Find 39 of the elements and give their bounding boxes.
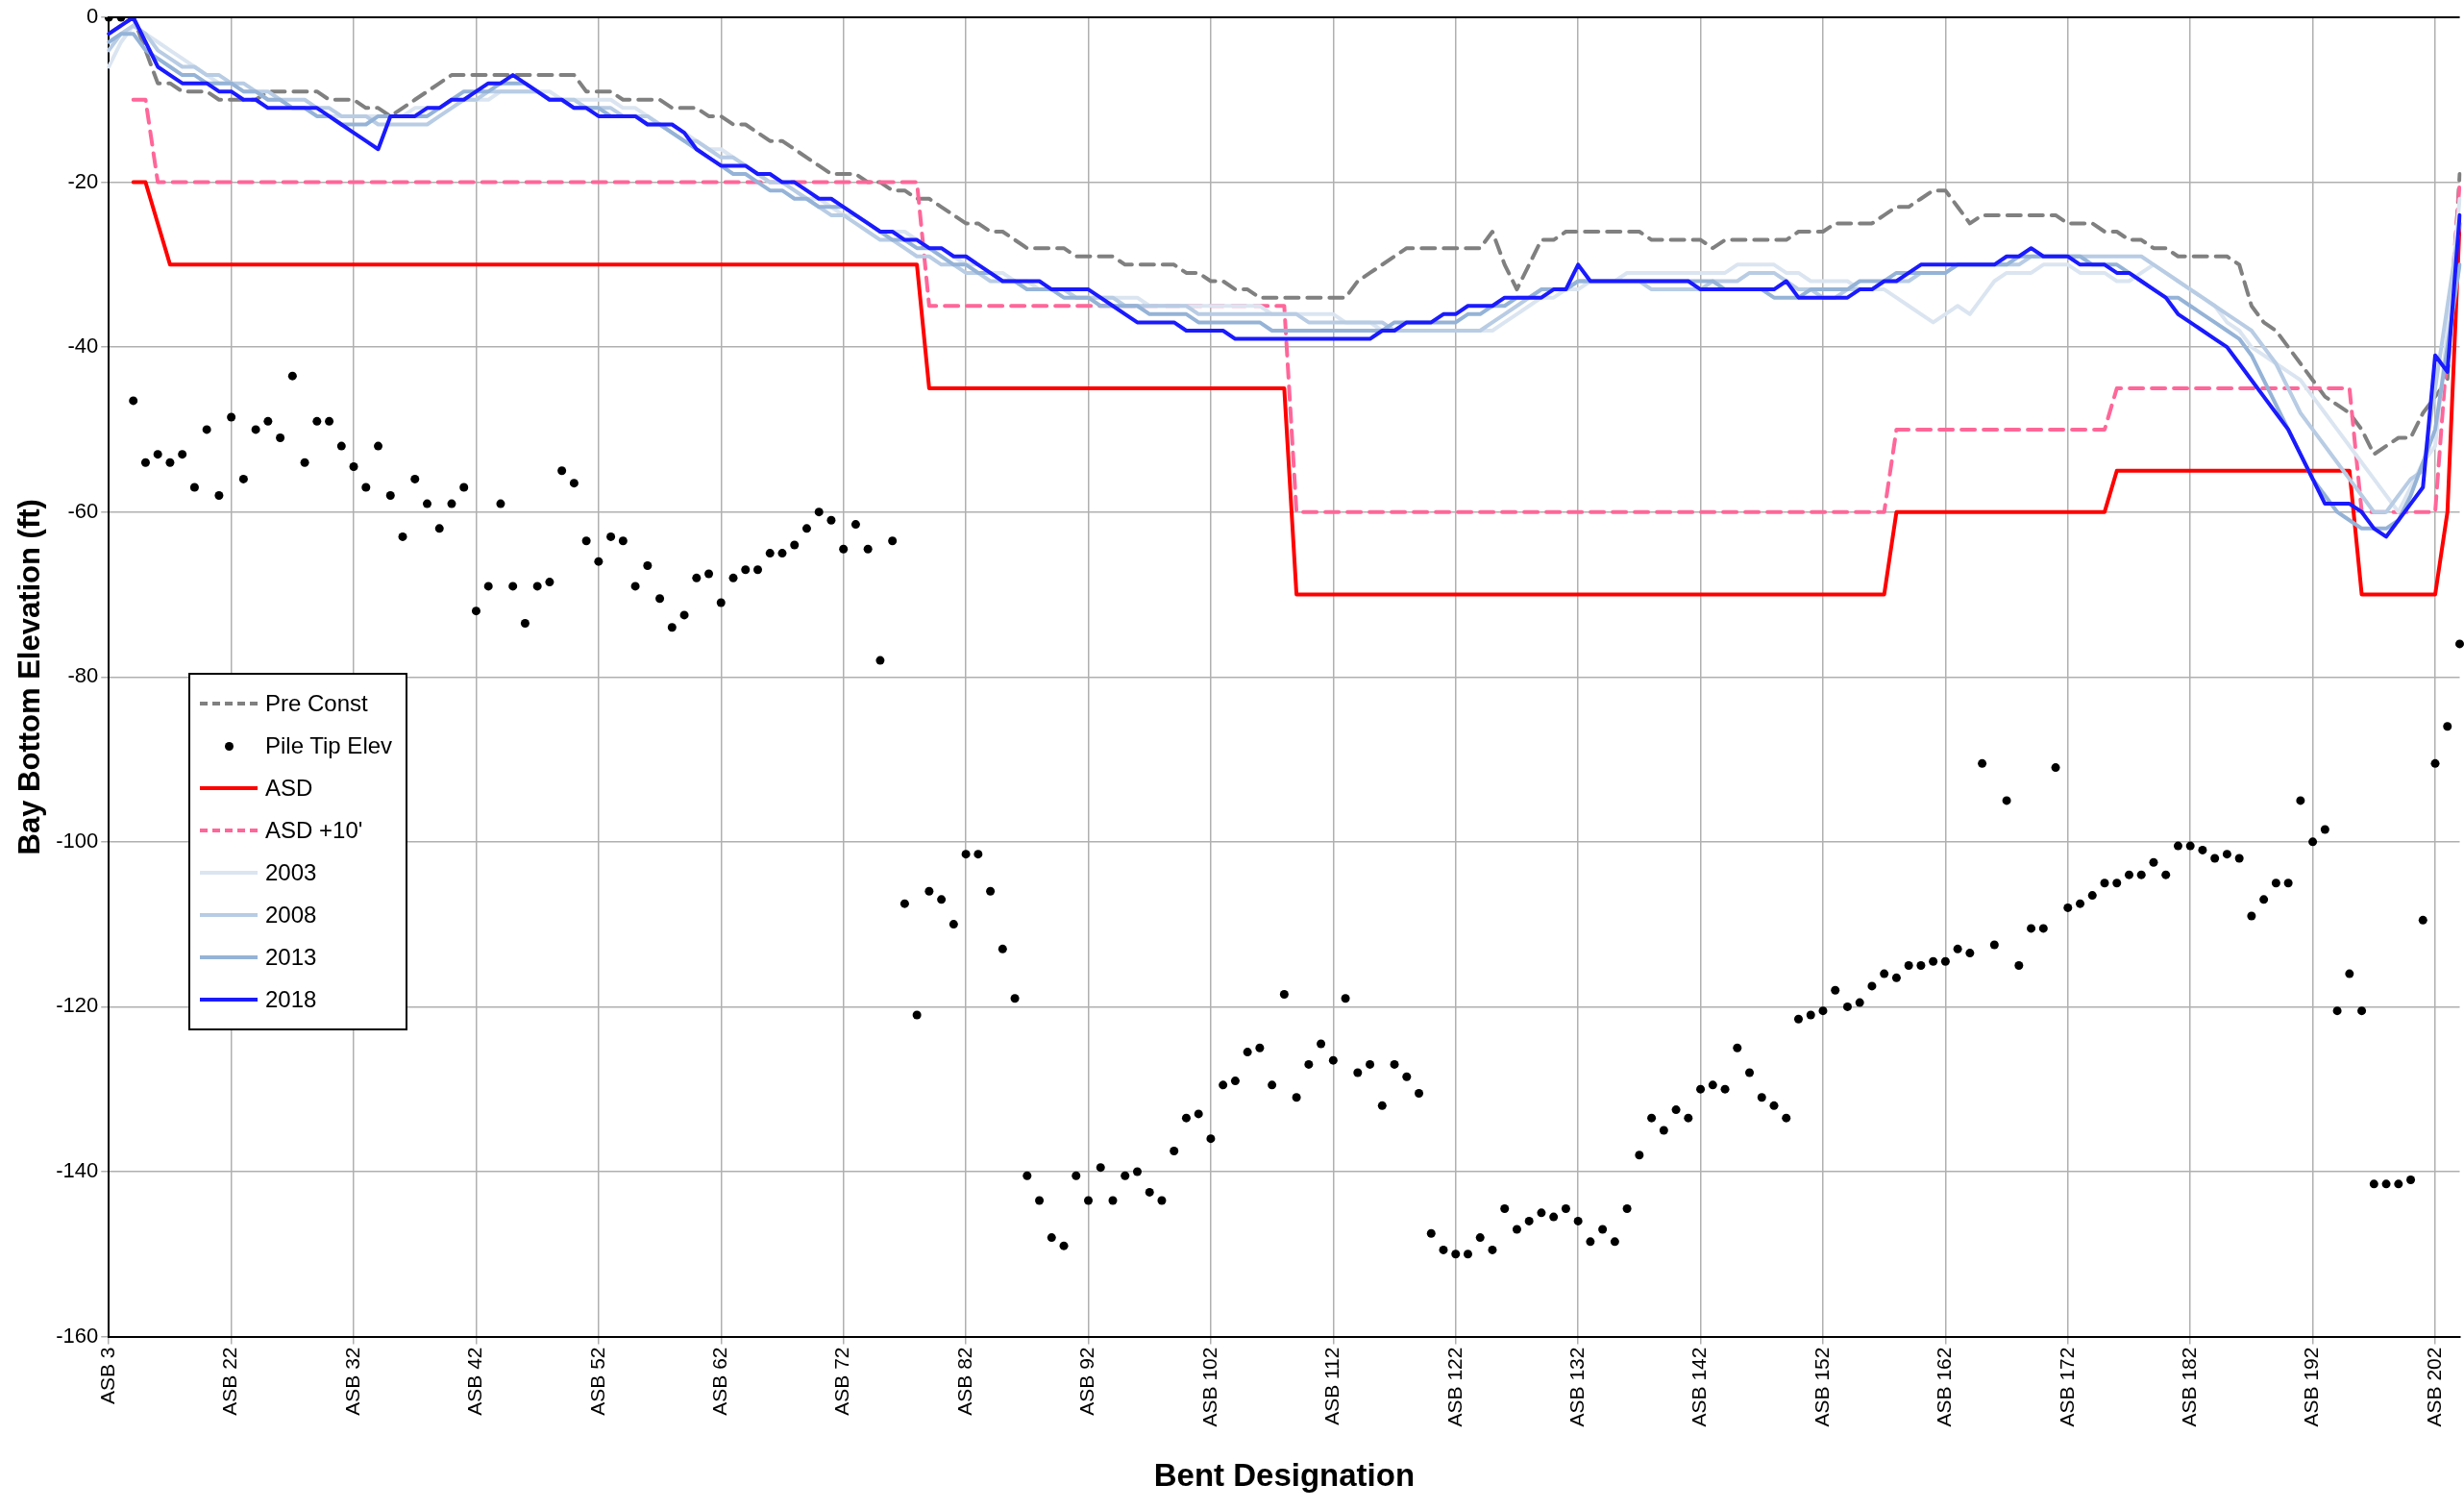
x-tick-label: ASB 92 xyxy=(1075,1347,1098,1416)
legend-label: 2003 xyxy=(265,859,317,886)
x-tick-label: ASB 192 xyxy=(2300,1347,2323,1427)
x-tick-label: ASB 172 xyxy=(2055,1347,2078,1427)
x-tick-label: ASB 82 xyxy=(952,1347,975,1416)
x-tick-label: ASB 102 xyxy=(1197,1347,1220,1427)
x-tick-label: ASB 3 xyxy=(96,1347,119,1405)
y-tick-label: -40 xyxy=(67,334,99,359)
legend-label: 2013 xyxy=(265,944,317,971)
x-tick-label: ASB 72 xyxy=(830,1347,853,1416)
legend-label: Pile Tip Elev xyxy=(265,732,393,759)
x-tick-label: ASB 142 xyxy=(1688,1347,1711,1427)
y-tick-label: -80 xyxy=(67,663,99,688)
legend-label: ASD +10' xyxy=(265,817,363,844)
y-tick-label: 0 xyxy=(86,4,99,29)
x-tick-label: ASB 162 xyxy=(1933,1347,1956,1427)
y-tick-label: -20 xyxy=(67,168,99,193)
x-tick-label: ASB 52 xyxy=(585,1347,608,1416)
y-tick-label: -60 xyxy=(67,498,99,523)
y-axis-title: Bay Bottom Elevation (ft) xyxy=(12,499,47,855)
x-tick-label: ASB 122 xyxy=(1442,1347,1466,1427)
y-tick-label: -120 xyxy=(56,993,99,1018)
x-tick-label: ASB 112 xyxy=(1320,1347,1343,1425)
y-tick-label: -100 xyxy=(56,828,99,853)
x-tick-label: ASB 202 xyxy=(2422,1347,2445,1427)
legend-label: Pre Const xyxy=(265,690,368,717)
x-tick-label: ASB 152 xyxy=(1810,1347,1833,1427)
x-tick-label: ASB 182 xyxy=(2178,1347,2200,1427)
x-tick-label: ASB 62 xyxy=(708,1347,731,1416)
y-tick-label: -140 xyxy=(56,1158,99,1183)
x-tick-label: ASB 32 xyxy=(340,1347,363,1416)
x-axis-title: Bent Designation xyxy=(1153,1457,1416,1494)
x-tick-label: ASB 42 xyxy=(463,1347,486,1416)
legend-label: 2018 xyxy=(265,986,317,1013)
legend-label: ASD xyxy=(265,775,313,802)
y-tick-label: -160 xyxy=(56,1323,99,1348)
legend-label: 2008 xyxy=(265,902,317,928)
x-tick-label: ASB 132 xyxy=(1565,1347,1588,1427)
x-tick-label: ASB 22 xyxy=(218,1347,241,1416)
